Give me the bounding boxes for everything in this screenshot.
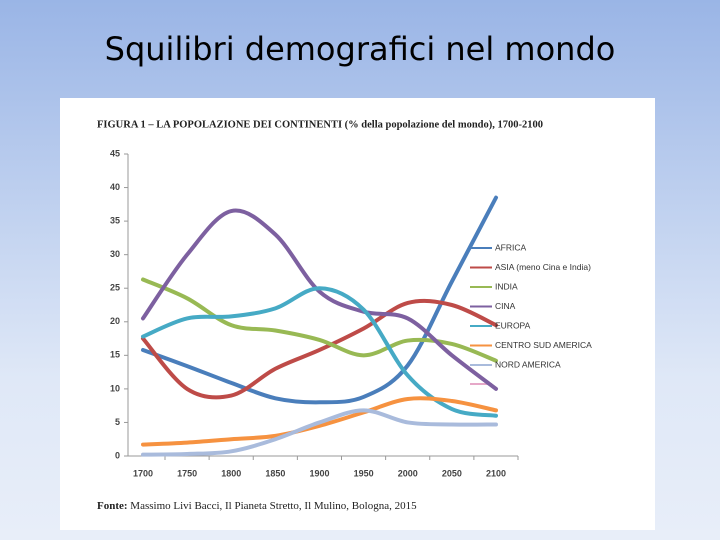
x-tick-label: 1850 xyxy=(265,468,285,478)
legend-label: INDIA xyxy=(495,281,518,291)
y-tick-label: 0 xyxy=(115,450,120,460)
series-line xyxy=(141,396,498,447)
y-tick-label: 40 xyxy=(110,182,120,192)
series-line xyxy=(141,408,498,457)
legend-label: CINA xyxy=(495,301,516,311)
source-label: Fonte: xyxy=(97,500,128,512)
x-tick-label: 2100 xyxy=(486,468,506,478)
legend-label: EUROPA xyxy=(495,320,531,330)
chart-title: FIGURA 1 – LA POPOLAZIONE DEI CONTINENTI… xyxy=(97,119,543,130)
x-tick-label: 1900 xyxy=(309,468,329,478)
y-tick-label: 20 xyxy=(110,316,120,326)
chart-panel xyxy=(60,98,655,530)
legend-label: NORD AMERICA xyxy=(495,359,561,369)
x-tick-label: 2000 xyxy=(398,468,418,478)
x-tick-label: 1750 xyxy=(177,468,197,478)
slide-title: Squilibri demografici nel mondo xyxy=(104,30,616,68)
x-tick-label: 1950 xyxy=(354,468,374,478)
source: Fonte: Massimo Livi Bacci, Il Pianeta St… xyxy=(97,500,417,512)
y-tick-label: 35 xyxy=(110,215,120,225)
series-line xyxy=(141,298,498,400)
series-line xyxy=(141,286,498,418)
y-tick-label: 15 xyxy=(110,350,120,360)
chart: FIGURA 1 – LA POPOLAZIONE DEI CONTINENTI… xyxy=(60,98,655,530)
x-tick-label: 1700 xyxy=(133,468,153,478)
legend-label: AFRICA xyxy=(495,242,527,252)
source-text: Massimo Livi Bacci, Il Pianeta Stretto, … xyxy=(130,500,417,512)
y-tick-label: 5 xyxy=(115,417,120,427)
y-tick-label: 10 xyxy=(110,383,120,393)
y-tick-label: 45 xyxy=(110,148,120,158)
series-line xyxy=(141,195,498,405)
y-tick-label: 30 xyxy=(110,249,120,259)
legend-label: ASIA (meno Cina e India) xyxy=(495,262,591,272)
x-tick-label: 1800 xyxy=(221,468,241,478)
y-tick-label: 25 xyxy=(110,283,120,293)
legend-label: CENTRO SUD AMERICA xyxy=(495,340,592,350)
x-tick-label: 2050 xyxy=(442,468,462,478)
